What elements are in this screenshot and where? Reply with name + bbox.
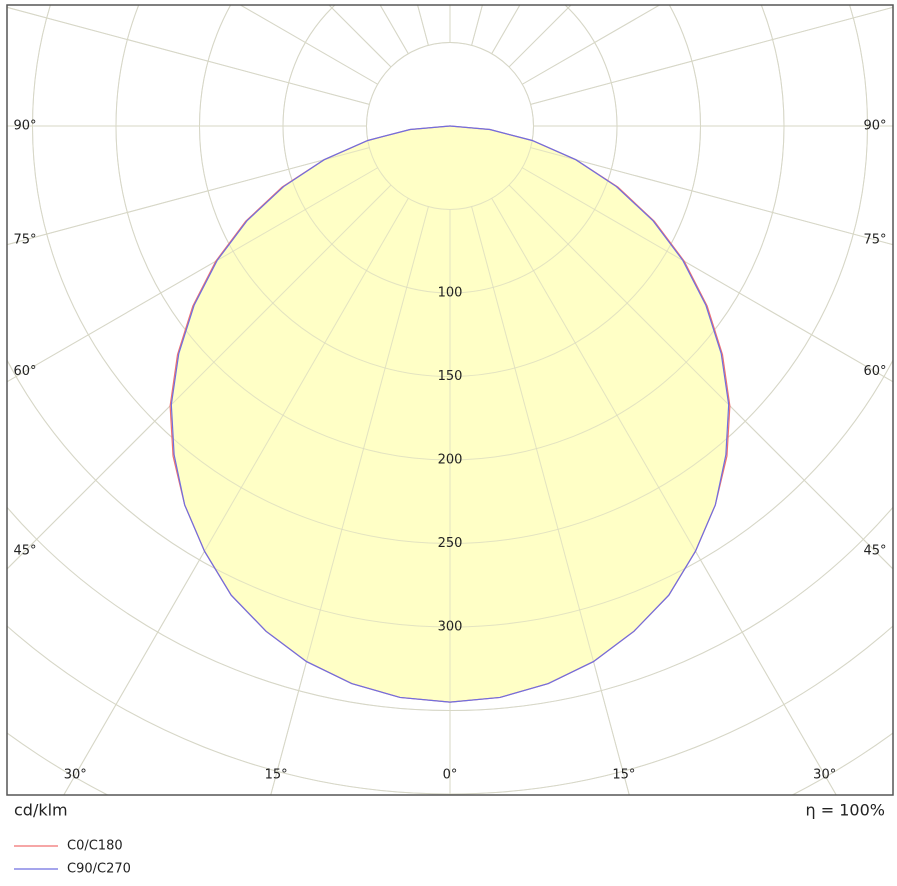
spoke-overlay [530, 147, 893, 246]
spoke-overlay [7, 167, 378, 383]
r-tick-label: 100 [438, 286, 463, 301]
series-line [449, 125, 730, 703]
grid-ring-overlay [7, 625, 893, 795]
spoke-overlay [491, 198, 837, 795]
spoke-overlay [530, 6, 893, 105]
grid-ring-overlay [199, 5, 701, 377]
spoke-overlay [7, 6, 370, 105]
plot-border [6, 4, 894, 796]
angle-tick-label: 60° [863, 364, 886, 379]
spoke-overlay [7, 147, 370, 246]
spoke-overlay [239, 5, 378, 85]
spoke-overlay [270, 206, 429, 795]
grid-ring-overlay [115, 5, 785, 461]
r-tick-label: 150 [438, 369, 463, 384]
unit-label: cd/klm [14, 801, 68, 820]
grid-ring-overlay [7, 358, 893, 628]
legend-label: C90/C270 [67, 862, 131, 877]
angle-tick-label: 75° [13, 232, 36, 247]
angle-tick-label: 15° [612, 768, 635, 783]
angle-tick-label: 90° [13, 119, 36, 134]
series-line [170, 125, 451, 703]
grid-ring-overlay [282, 5, 618, 294]
legend: C0/C180 C90/C270 [14, 839, 131, 877]
spoke-overlay [522, 5, 661, 85]
r-tick-label: 200 [438, 453, 463, 468]
r-tick-label: 300 [438, 620, 463, 635]
angle-tick-label: 75° [863, 232, 886, 247]
spoke-overlay [7, 184, 392, 570]
angle-tick-label: 45° [13, 544, 36, 559]
angle-tick-label: 60° [13, 364, 36, 379]
grid-ring-overlay [32, 5, 868, 544]
efficiency-label: η = 100% [806, 801, 885, 820]
grid-ring-overlay [366, 42, 534, 210]
spoke-overlay [508, 184, 893, 570]
spoke-overlay [63, 198, 409, 795]
r-tick-label: 250 [438, 536, 463, 551]
labels: 100 150 200 250 300 90° 75° 60° 45° 30° 15° 0° 15° 30… [13, 119, 886, 783]
angle-tick-label: 90° [863, 119, 886, 134]
angle-tick-label: 30° [813, 768, 836, 783]
angle-tick-label: 30° [64, 768, 87, 783]
spoke-overlay [522, 167, 893, 383]
angle-tick-label: 15° [265, 768, 288, 783]
angle-tick-label: 0° [443, 768, 458, 783]
grid-ring-overlay [7, 506, 893, 711]
spoke-overlay [471, 206, 630, 795]
legend-label: C0/C180 [67, 839, 123, 854]
angle-tick-label: 45° [863, 544, 886, 559]
